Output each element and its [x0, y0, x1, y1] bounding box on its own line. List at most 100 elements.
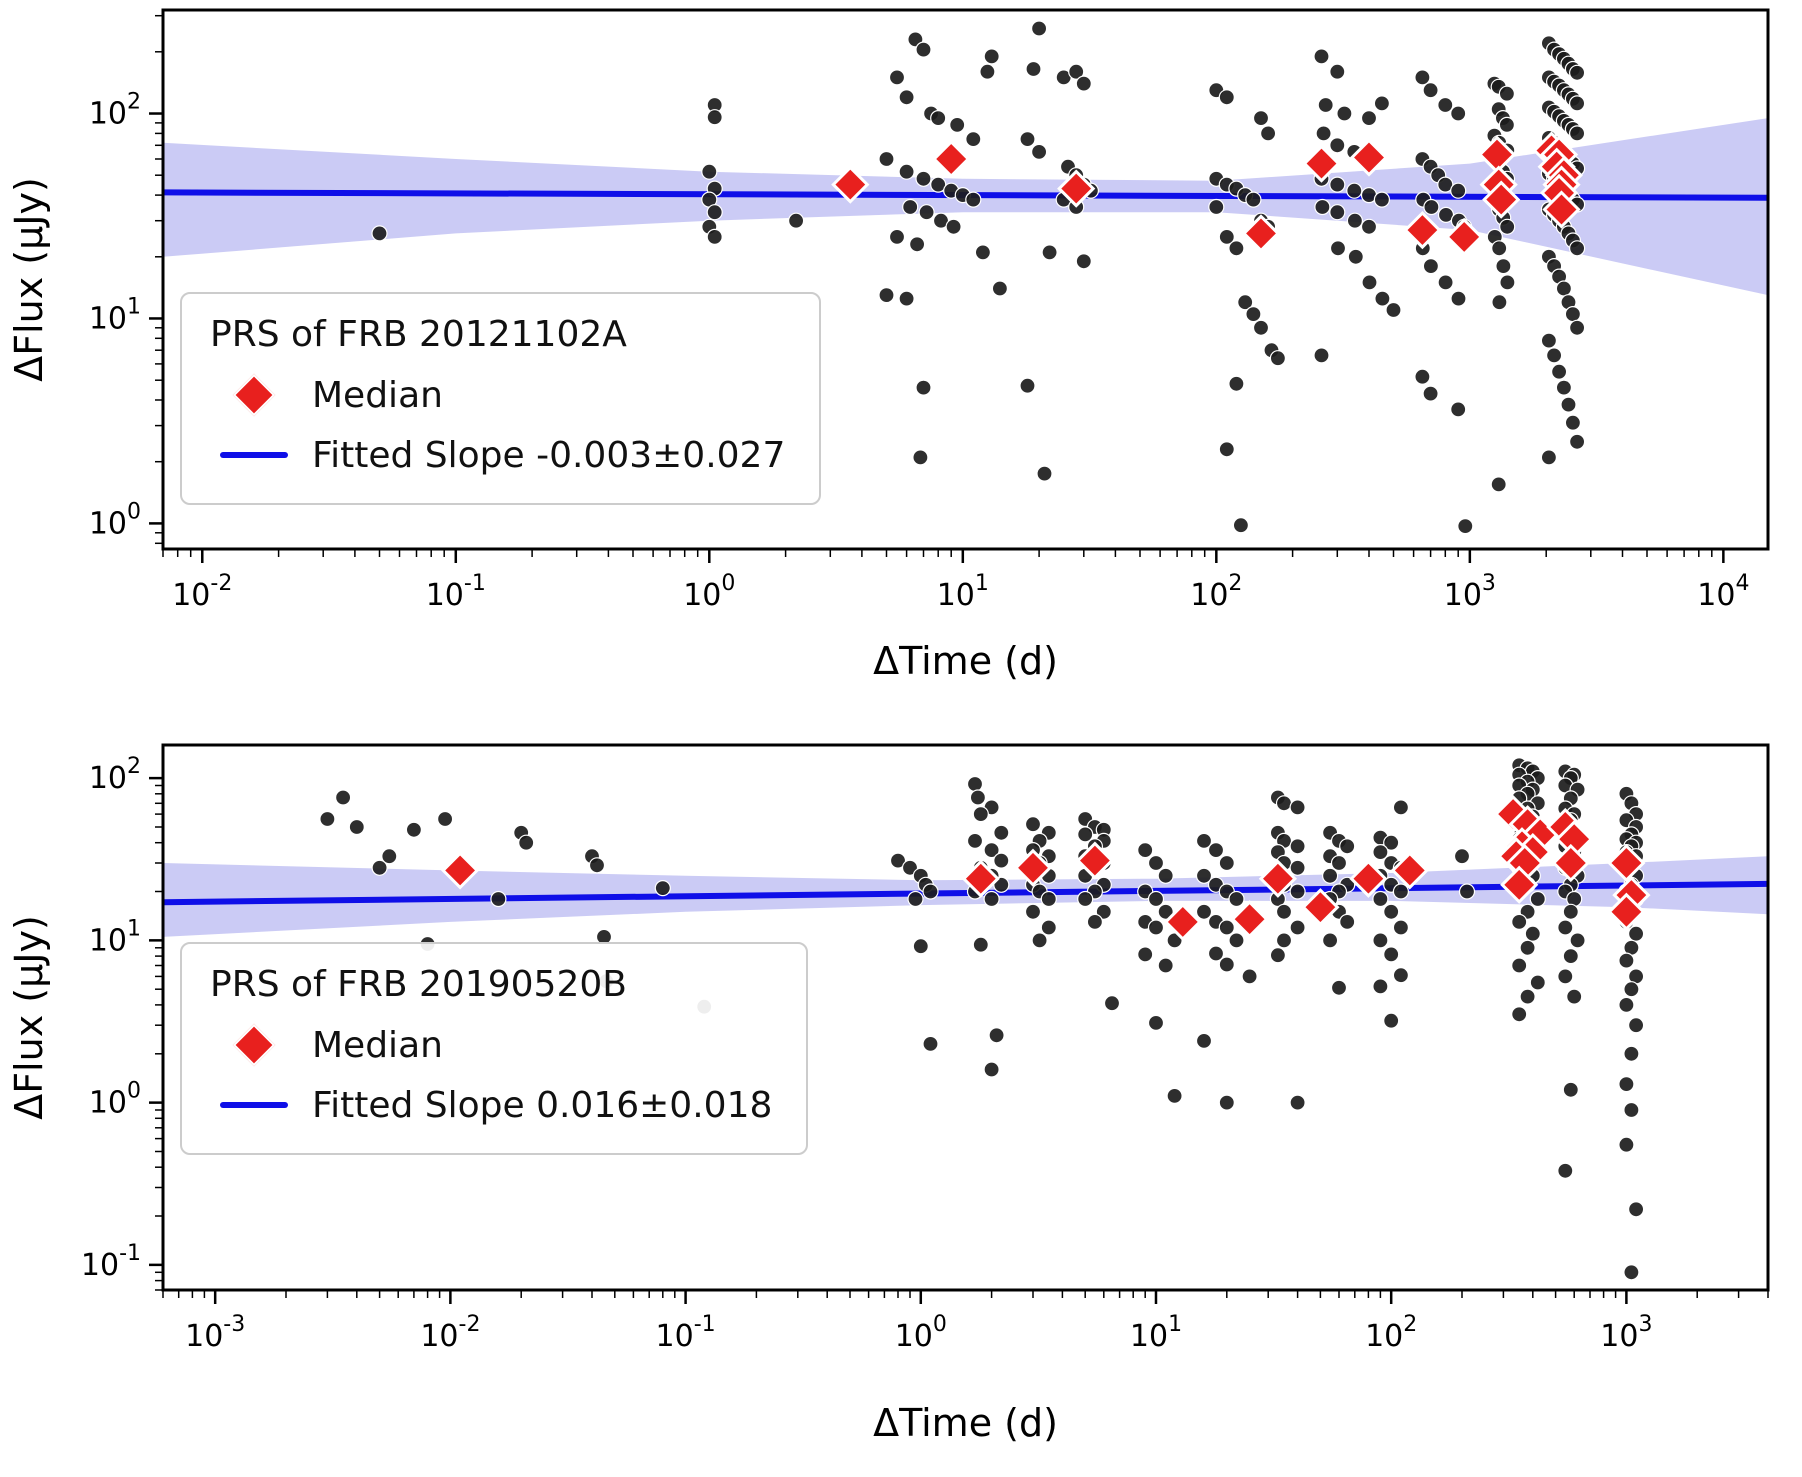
y-tick-label: 102 — [89, 90, 141, 132]
scatter-point — [912, 449, 929, 466]
scatter-point — [1315, 125, 1332, 142]
y-tick-label: 101 — [89, 294, 141, 336]
scatter-point — [1228, 375, 1245, 392]
x-tick-label: 102 — [1365, 1312, 1417, 1354]
scatter-point — [979, 63, 996, 80]
scatter-point — [983, 1061, 1000, 1078]
median-diamond — [440, 851, 480, 890]
median-diamond — [961, 859, 1000, 898]
scatter-point — [1511, 913, 1528, 930]
median-diamond-icon — [232, 1023, 276, 1067]
x-tick-label: 100 — [895, 1312, 947, 1354]
scatter-point — [1232, 517, 1250, 534]
scatter-point — [1498, 116, 1516, 134]
chart-frb20190520b: 10-3 10-2 10-1 100 101 102 103 10-1 100 101 102 ΔTi… — [7, 743, 1770, 1445]
scatter-point — [1195, 867, 1213, 884]
scatter-point — [1218, 854, 1235, 872]
scatter-point — [1568, 95, 1586, 112]
scatter-point — [1568, 319, 1586, 336]
scatter-point — [1024, 903, 1042, 920]
tick-labels: 10-3 10-2 10-1 100 101 102 103 10-1 100 101 102 — [81, 754, 1653, 1354]
scatter-point — [966, 832, 984, 849]
scatter-point — [1228, 932, 1245, 949]
scatter-point — [888, 69, 906, 86]
scatter-point — [1195, 903, 1213, 920]
axes-frame — [161, 743, 1770, 1292]
scatter-point — [1208, 198, 1225, 216]
scatter-point — [1568, 433, 1586, 450]
median-points — [440, 794, 1651, 942]
scatter-point — [1075, 75, 1092, 92]
scatter-point — [1495, 258, 1512, 275]
x-tick-label: 10-1 — [426, 571, 486, 613]
scatter-point — [1453, 848, 1471, 865]
scatter-point — [1275, 795, 1293, 812]
scatter-point — [1627, 1201, 1645, 1218]
scatter-point — [1019, 377, 1036, 394]
scatter-point — [1557, 919, 1574, 936]
scatter-point — [1557, 1162, 1574, 1179]
median-diamond — [1013, 848, 1053, 887]
scatter-point — [1275, 903, 1293, 920]
scatter-point — [1414, 69, 1431, 86]
scatter-point — [1498, 85, 1516, 102]
scatter-point — [1237, 294, 1254, 311]
scatter-point — [1360, 109, 1378, 127]
x-tick-label: 104 — [1697, 571, 1749, 613]
scatter-point — [1414, 368, 1431, 385]
median-diamond — [831, 165, 870, 204]
scatter-point — [1275, 932, 1293, 949]
scatter-point — [1383, 1012, 1400, 1029]
scatter-point — [1569, 932, 1586, 949]
scatter-point — [1313, 48, 1330, 65]
scatter-point — [654, 880, 671, 897]
scatter-point — [1568, 125, 1586, 142]
scatter-point — [706, 204, 723, 221]
x-tick-label: 102 — [1190, 571, 1242, 613]
x-tick-label: 10-3 — [185, 1312, 245, 1354]
scatter-point — [1330, 979, 1348, 996]
scatter-point — [1422, 385, 1439, 402]
x-axis-label: ΔTime (d) — [873, 1401, 1058, 1445]
scatter-point — [1086, 913, 1104, 930]
scatter-point — [1218, 956, 1235, 973]
scatter-point — [1374, 290, 1391, 307]
median-diamond — [1349, 138, 1389, 177]
scatter-point — [1218, 919, 1235, 936]
scatter-point — [908, 236, 926, 253]
scatter-point — [1346, 182, 1363, 199]
scatter-point — [1360, 218, 1378, 235]
scatter-point — [915, 41, 932, 58]
scatter-point — [983, 842, 1000, 859]
scatter-point — [1195, 832, 1213, 849]
plot-area — [163, 20, 1768, 535]
scatter-point — [1068, 63, 1085, 80]
scatter-point — [319, 810, 336, 828]
scatter-point — [1540, 449, 1558, 466]
scatter-point — [1207, 945, 1225, 962]
scatter-point — [972, 936, 989, 953]
scatter-point — [1519, 988, 1536, 1005]
scatter-point — [1228, 890, 1245, 908]
scatter-point — [915, 379, 932, 396]
scatter-point — [1450, 290, 1467, 307]
scatter-point — [930, 176, 947, 193]
scatter-point — [706, 109, 723, 126]
scatter-point — [1529, 974, 1546, 991]
y-axis-label: ΔFlux (μJy) — [7, 177, 51, 382]
median-diamond — [1302, 144, 1341, 183]
scatter-point — [1147, 854, 1165, 872]
median-diamond — [1403, 210, 1442, 250]
scatter-point — [1030, 20, 1048, 37]
scatter-point — [787, 212, 805, 229]
scatter-point — [1147, 890, 1165, 908]
scatter-point — [1450, 401, 1467, 418]
scatter-point — [1437, 274, 1454, 291]
scatter-point — [1321, 867, 1339, 884]
axis-ticks — [149, 776, 1769, 1304]
scatter-point — [1627, 1017, 1645, 1034]
legend-icon-wrap — [204, 1023, 304, 1067]
scatter-point — [1329, 63, 1346, 80]
scatter-point — [1321, 932, 1339, 949]
legend-icon-wrap — [204, 1102, 304, 1108]
